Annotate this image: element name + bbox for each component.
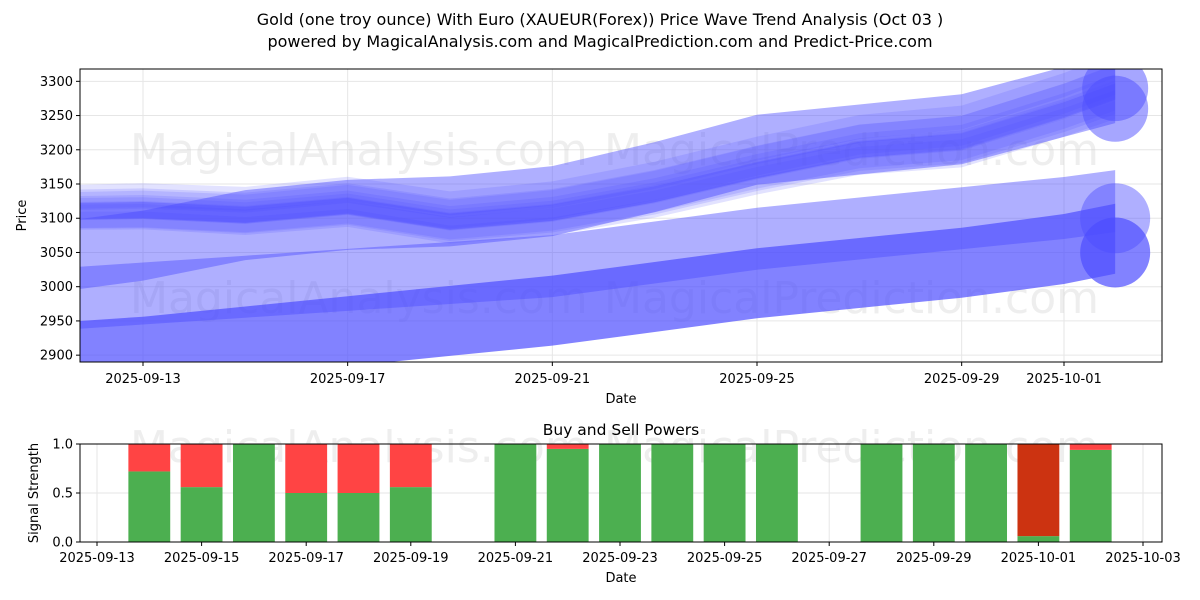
y-tick-label: 3300 [40,75,73,90]
top-axes-frame [79,68,1163,363]
x-tick-label: 2025-09-21 [478,551,554,566]
bar-buy [337,493,380,542]
series-area-wave [80,80,1116,240]
bar-buy [912,444,955,542]
bar-buy [1069,449,1112,542]
x-tick-label: 2025-09-21 [515,372,591,387]
bar-sell [180,444,223,488]
bar-buy [180,487,223,542]
series-area-wave [80,69,1116,229]
x-tick-label: 2025-10-01 [1001,551,1077,566]
x-tick-label: 2025-09-29 [924,372,1000,387]
x-axis-label: Date [605,392,636,407]
bar-buy [651,444,694,542]
bar-buy [703,444,746,542]
series-area-wave [80,69,1116,218]
y-tick-label: 2900 [40,349,73,364]
wave-bands [80,69,1151,362]
bar-sell [337,444,380,493]
chart-title: Gold (one troy ounce) With Euro (XAUEUR(… [256,10,944,29]
bar-sell [285,444,328,493]
series-area-wave-core [80,83,1116,230]
bar-buy [285,493,328,542]
x-tick-label: 2025-10-01 [1026,372,1102,387]
series-area-wave [80,74,1116,231]
series-area-envelope [80,69,1116,290]
y-axis-label: Price [15,200,30,232]
x-tick-label: 2025-09-19 [373,551,449,566]
x-tick-label: 2025-09-17 [310,372,386,387]
series-area-wave [80,82,1116,231]
y-tick-label: 3100 [40,212,73,227]
bar-buy [599,444,641,542]
y-tick-label: 3250 [40,109,73,124]
price-plot: MagicalAnalysis.com MagicalPrediction.com… [15,68,1163,407]
series-area-lower-lower [80,203,1116,362]
y-tick-label: 0.5 [52,487,73,502]
bar-buy [389,487,432,542]
bar-buy [965,444,1008,542]
y-tick-label: 3050 [40,246,73,261]
series-area-wave [80,100,1116,244]
x-tick-label: 2025-09-13 [59,551,135,566]
signal-plot: MagicalAnalysis.comMagicalPrediction.com… [27,421,1181,586]
y-axis-label: Signal Strength [27,443,42,543]
x-tick-label: 2025-09-25 [719,372,795,387]
y-tick-label: 2950 [40,314,73,329]
bar-buy [755,444,798,542]
signal-title: Buy and Sell Powers [543,421,700,439]
bar-sell [1017,444,1060,537]
x-tick-label: 2025-09-23 [582,551,658,566]
bar-buy [1017,536,1060,542]
series-area-lower-upper [80,170,1116,329]
band-end-cap [1080,217,1151,288]
y-tick-label: 3200 [40,143,73,158]
x-tick-label: 2025-09-13 [105,372,181,387]
bar-sell [1069,444,1112,450]
bar-sell [389,444,432,488]
bar-sell [546,444,589,449]
x-tick-label: 2025-09-25 [687,551,763,566]
bar-buy [128,471,171,542]
y-tick-label: 3000 [40,280,73,295]
x-tick-label: 2025-09-15 [164,551,240,566]
x-tick-label: 2025-09-17 [268,551,344,566]
x-tick-label: 2025-09-29 [896,551,972,566]
y-tick-label: 0.0 [52,536,73,551]
bar-buy [546,448,589,542]
y-tick-label: 1.0 [52,438,73,453]
bar-sell [128,444,171,472]
watermark-text: MagicalPrediction.com [604,125,1099,176]
series-area-wave [80,90,1116,241]
chart-subtitle: powered by MagicalAnalysis.com and Magic… [267,32,933,51]
band-end-cap [1082,75,1149,142]
bar-buy [860,444,903,542]
bar-buy [232,444,275,542]
series-area-wave [80,69,1116,216]
watermark-text: MagicalAnalysis.com [130,125,588,176]
x-tick-label: 2025-09-27 [791,551,867,566]
x-tick-label: 2025-10-03 [1105,551,1181,566]
bar-buy [494,444,537,542]
x-axis-label: Date [605,571,636,586]
y-tick-label: 3150 [40,178,73,193]
